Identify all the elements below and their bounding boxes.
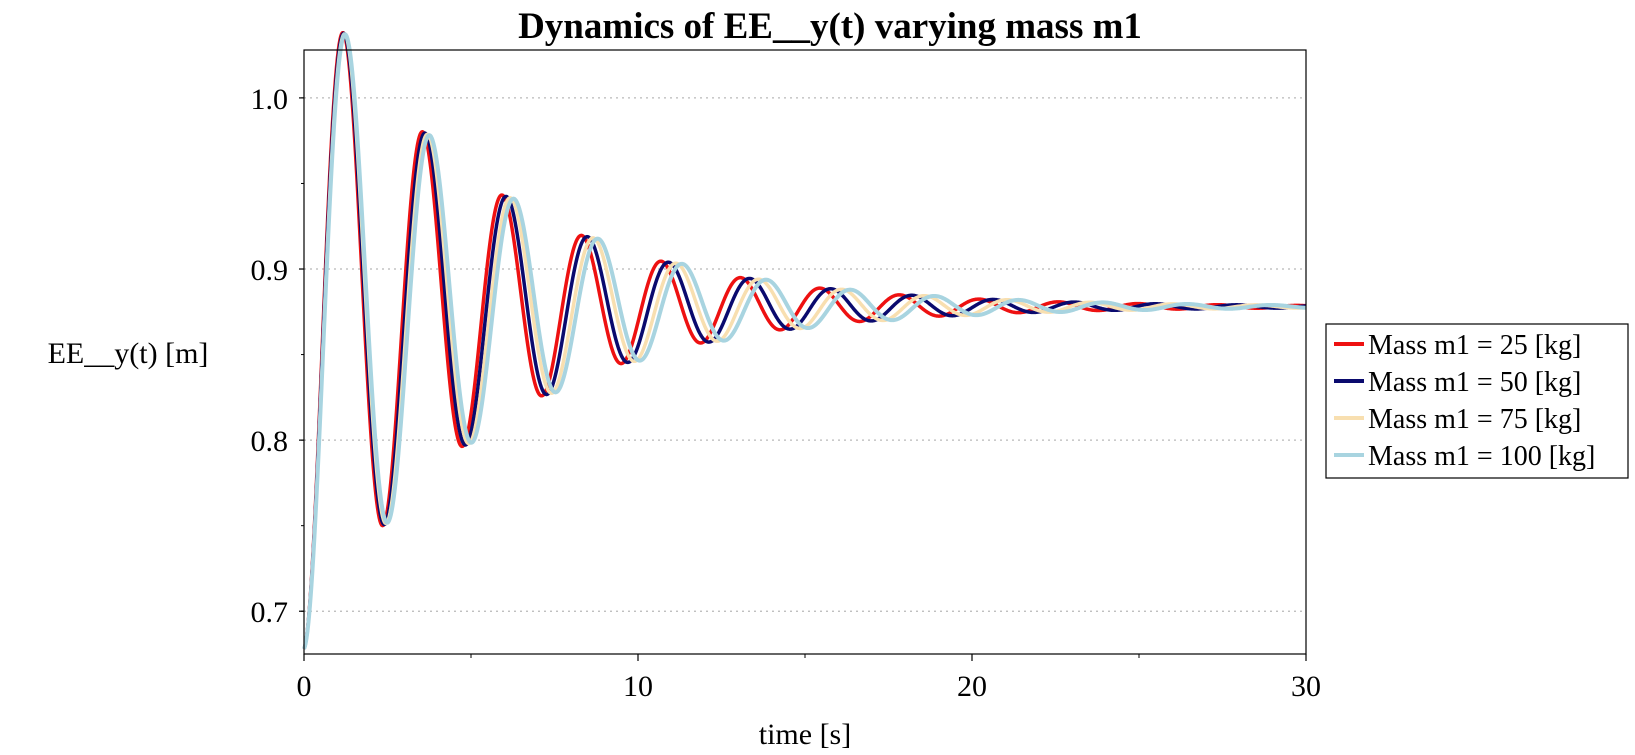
y-tick-label-3: 1.0 — [251, 83, 289, 116]
series-line-2 — [302, 31, 1307, 650]
series-line-4 — [302, 32, 1308, 650]
series-lines — [302, 30, 1308, 650]
legend-label-1: Mass m1 = 25 [kg] — [1368, 330, 1581, 361]
legend-label-3: Mass m1 = 75 [kg] — [1368, 404, 1581, 435]
y-tick-label-1: 0.8 — [251, 425, 289, 458]
x-axis-label: time [s] — [759, 718, 851, 751]
x-tick-label-0: 0 — [297, 670, 312, 703]
legend-label-2: Mass m1 = 50 [kg] — [1368, 367, 1581, 398]
y-tick-label-2: 0.9 — [251, 254, 289, 287]
x-axis: 0 10 20 30 — [297, 654, 1321, 703]
y-axis-label: EE__y(t) [m] — [48, 337, 209, 370]
y-tick-label-0: 0.7 — [251, 596, 289, 629]
legend-frame — [1325, 323, 1629, 479]
x-tick-label-3: 30 — [1291, 670, 1321, 703]
legend-label-4: Mass m1 = 100 [kg] — [1368, 441, 1595, 472]
chart-title: Dynamics of EE__y(t) varying mass m1 — [518, 6, 1142, 47]
grid-lines — [304, 97, 1306, 612]
series-line-1 — [302, 30, 1307, 650]
y-axis: 0.7 0.8 0.9 1.0 — [251, 83, 304, 629]
legend: Mass m1 = 25 [kg] Mass m1 = 50 [kg] Mass m… — [1325, 323, 1629, 479]
x-tick-label-1: 10 — [623, 670, 653, 703]
x-tick-label-2: 20 — [957, 670, 987, 703]
